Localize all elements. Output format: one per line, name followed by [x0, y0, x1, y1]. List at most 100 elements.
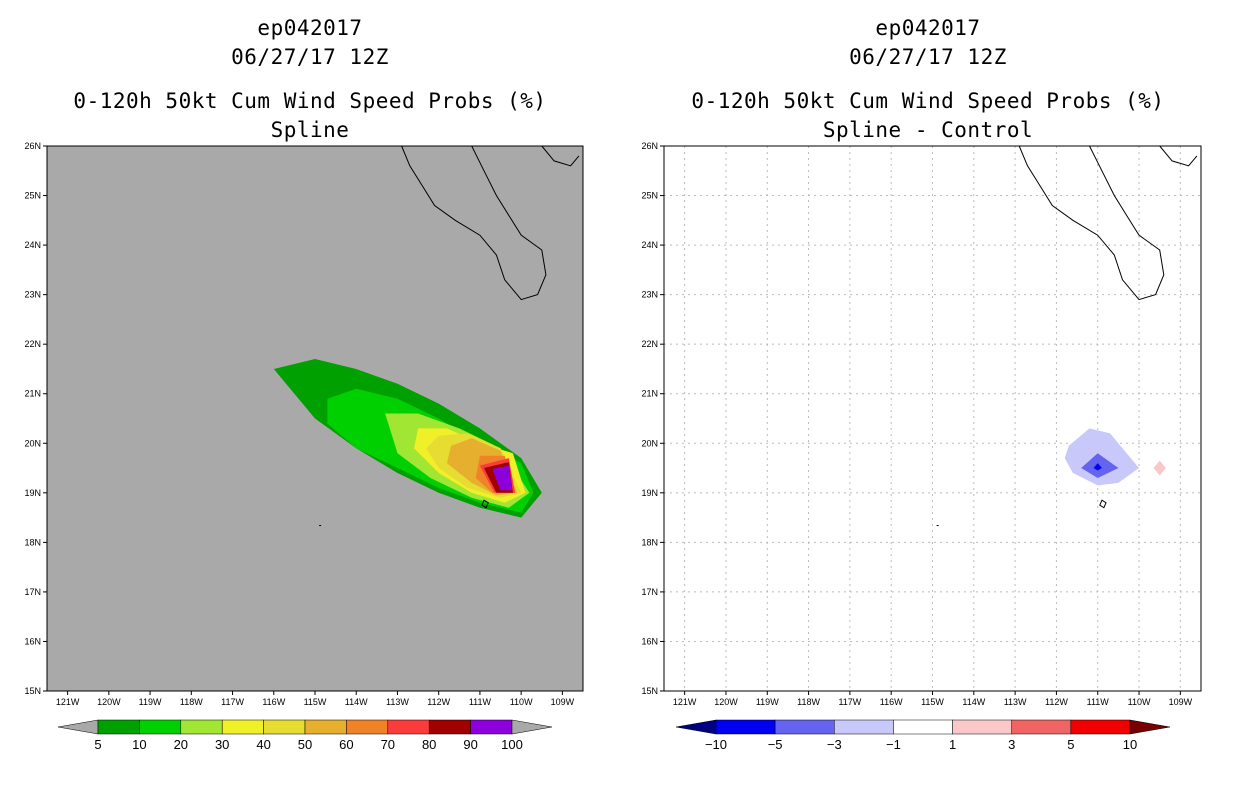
contour-level--5 [1093, 463, 1102, 471]
lon-tick-label: 120W [714, 697, 738, 707]
colorbar-label: 10 [132, 737, 146, 752]
lon-tick-label: 117W [221, 697, 244, 707]
contour-level-1 [1153, 460, 1166, 476]
colorbar-box [346, 719, 389, 735]
lat-tick-label: 25N [641, 191, 658, 201]
colorbar-box [774, 719, 835, 735]
lat-tick-label: 24N [24, 240, 41, 250]
colorbar-label: 70 [381, 737, 395, 752]
colorbar-box [715, 719, 776, 735]
colorbar: −10 −5 −3 −1 1 3 5 10 [675, 719, 1171, 752]
lat-tick-label: 19N [641, 488, 658, 498]
lon-tick-label: 119W [139, 697, 162, 707]
island-small [319, 525, 322, 527]
lon-tick-label: 112W [427, 697, 450, 707]
lat-tick-label: 26N [24, 141, 41, 151]
lon-tick-label: 114W [962, 697, 985, 707]
lon-tick-label: 113W [386, 697, 409, 707]
lon-tick-label: 113W [1004, 697, 1027, 707]
lat-tick-label: 16N [641, 636, 658, 646]
colorbar-arrow-low [675, 719, 717, 735]
colorbar-label: 50 [298, 737, 312, 752]
lon-tick-label: 115W [304, 697, 327, 707]
lat-tick-label: 23N [24, 290, 41, 300]
coastline-baja [401, 145, 547, 301]
lon-tick-label: 121W [56, 697, 80, 707]
lon-tick-label: 116W [262, 697, 285, 707]
colorbar-label: 10 [1123, 737, 1137, 752]
colorbar: 5 10 20 30 40 50 60 70 80 90 100 [57, 719, 553, 752]
colorbar-box [139, 719, 182, 735]
lon-tick-label: 110W [1128, 697, 1151, 707]
right-storm-id: ep042017 [875, 16, 981, 40]
colorbar-label: 5 [1067, 737, 1074, 752]
lat-tick-label: 21N [641, 389, 658, 399]
colorbar-label: 40 [256, 737, 270, 752]
lat-tick-label: 17N [24, 587, 41, 597]
colorbar-box [97, 719, 140, 735]
lon-tick-label: 114W [345, 697, 368, 707]
lon-tick-label: 119W [756, 697, 779, 707]
colorbar-label: −5 [768, 737, 783, 752]
lat-tick-label: 26N [641, 141, 658, 151]
lat-tick-label: 20N [641, 438, 658, 448]
left-title: 0-120h 50kt Cum Wind Speed Probs (%) [73, 89, 547, 113]
lat-tick-label: 20N [24, 438, 41, 448]
colorbar-label: 60 [339, 737, 353, 752]
lat-tick-label: 21N [24, 389, 41, 399]
lat-tick-label: 25N [24, 191, 41, 201]
lon-tick-label: 118W [180, 697, 203, 707]
lon-tick-label: 109W [551, 697, 575, 707]
colorbar-box [1011, 719, 1072, 735]
colorbar-label: −3 [827, 737, 842, 752]
lat-tick-label: 18N [641, 537, 658, 547]
colorbar-label: 1 [949, 737, 956, 752]
colorbar-label: −1 [886, 737, 901, 752]
lat-tick-label: 22N [641, 339, 658, 349]
colorbar-label: 30 [215, 737, 229, 752]
colorbar-arrow-high [1129, 719, 1171, 735]
colorbar-arrow-low [57, 719, 99, 735]
lat-tick-label: 15N [24, 686, 41, 696]
left-date: 06/27/17 12Z [231, 45, 389, 69]
colorbar-box [893, 719, 953, 735]
colorbar-box [221, 719, 264, 735]
colorbar-box [1070, 719, 1131, 735]
lon-tick-label: 110W [510, 697, 533, 707]
colorbar-label: 20 [174, 737, 188, 752]
colorbar-box [263, 719, 306, 735]
lat-tick-label: 23N [641, 290, 658, 300]
lat-tick-label: 16N [24, 636, 41, 646]
island-socorro [481, 499, 489, 509]
lat-tick-label: 19N [24, 488, 41, 498]
left-subtitle: Spline [270, 118, 350, 142]
colorbar-label: 100 [501, 737, 523, 752]
right-date: 06/27/17 12Z [849, 45, 1007, 69]
lon-tick-label: 121W [673, 697, 697, 707]
lon-tick-label: 109W [1169, 697, 1193, 707]
island-socorro [1099, 499, 1107, 509]
colorbar-box [952, 719, 1012, 735]
colorbar-label: 90 [463, 737, 477, 752]
left-storm-id: ep042017 [257, 16, 363, 40]
lat-tick-label: 18N [24, 537, 41, 547]
coastline-baja [1018, 145, 1165, 301]
map-panel-left: 121W 120W 119W 118W 117W 116W 115W 114W 113W 112W… [24, 141, 584, 752]
contour-level-90 [492, 465, 513, 491]
colorbar-box [387, 719, 430, 735]
lon-tick-label: 112W [1045, 697, 1068, 707]
coastline-mainland [541, 145, 580, 167]
colorbar-box [304, 719, 347, 735]
lon-tick-label: 116W [880, 697, 903, 707]
colorbar-label: 5 [94, 737, 101, 752]
lat-tick-label: 15N [641, 686, 658, 696]
island-small [936, 525, 939, 527]
lon-tick-label: 115W [921, 697, 944, 707]
lon-tick-label: 118W [797, 697, 820, 707]
right-title: 0-120h 50kt Cum Wind Speed Probs (%) [691, 89, 1165, 113]
lat-tick-label: 17N [641, 587, 658, 597]
colorbar-box [428, 719, 471, 735]
lon-tick-label: 111W [469, 697, 492, 707]
lon-tick-label: 117W [838, 697, 861, 707]
